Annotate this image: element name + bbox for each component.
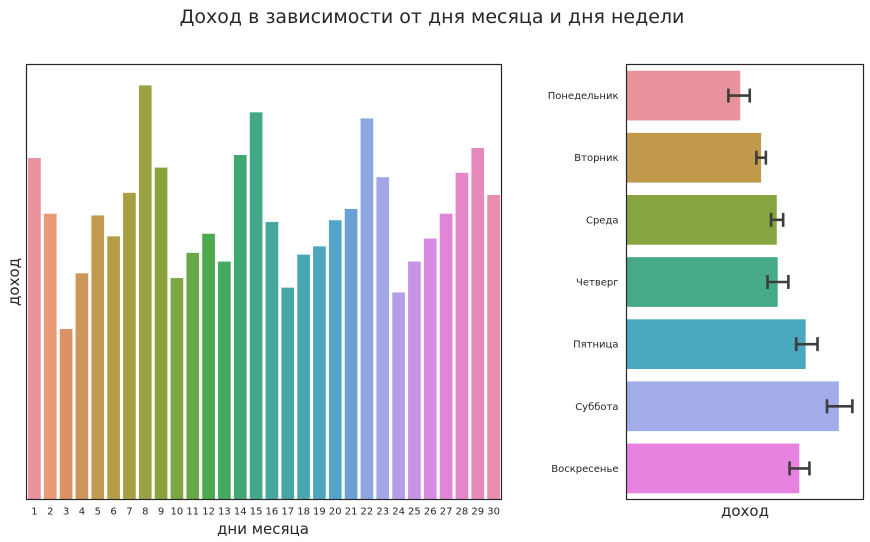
bar-day-6 (107, 236, 120, 500)
bar-day-30 (487, 195, 500, 500)
x-tick-label: 10 (171, 507, 184, 518)
bar-weekday-4 (626, 257, 778, 307)
x-tick-label: 1 (31, 507, 37, 518)
x-tick-label: 17 (281, 507, 294, 518)
x-tick-label: 6 (110, 507, 116, 518)
bar-day-4 (75, 273, 89, 500)
x-tick-label: 13 (218, 507, 231, 518)
x-tick-label: 22 (361, 507, 374, 518)
right-axes-frame (625, 63, 865, 501)
bar-day-2 (43, 213, 57, 500)
x-tick-label: 16 (266, 507, 279, 518)
x-tick-label: 28 (456, 507, 469, 518)
y-tick-label: Четверг (576, 278, 618, 289)
x-tick-label: 15 (250, 507, 263, 518)
x-tick-label: 26 (424, 507, 437, 518)
bar-day-25 (408, 261, 421, 500)
x-tick-label: 27 (440, 507, 453, 518)
bar-day-11 (186, 252, 200, 500)
left-x-axis-label: дни месяца (217, 520, 309, 538)
bar-day-28 (455, 172, 469, 500)
bar-day-3 (59, 328, 73, 500)
figure-title: Доход в зависимости от дня месяца и дня … (180, 6, 685, 28)
bar-day-21 (344, 208, 358, 500)
left-y-axis-label: доход (5, 258, 23, 306)
x-tick-label: 4 (79, 507, 85, 518)
x-tick-label: 5 (95, 507, 101, 518)
x-tick-label: 30 (487, 507, 500, 518)
bar-day-22 (360, 118, 374, 500)
bar-day-23 (376, 177, 390, 500)
bar-weekday-1 (626, 70, 741, 121)
bar-day-15 (249, 112, 263, 500)
bar-weekday-5 (626, 319, 806, 369)
y-tick-label: Понедельник (548, 91, 619, 102)
y-tick-label: Пятница (573, 340, 618, 351)
bar-day-17 (281, 287, 295, 500)
bar-day-7 (123, 192, 136, 500)
bar-weekday-3 (626, 195, 777, 245)
y-tick-label: Среда (586, 215, 619, 226)
x-tick-label: 24 (392, 507, 405, 518)
day-of-week-chart: Понедельник Вторник Среда Четверг Пятница Суб… (548, 63, 865, 520)
error-bar (755, 150, 768, 165)
bar-weekday-6 (626, 381, 839, 432)
error-bar (788, 461, 811, 476)
x-tick-label: 19 (313, 507, 326, 518)
x-tick-label: 29 (471, 507, 484, 518)
bar-day-29 (471, 148, 485, 500)
bar-day-1 (28, 158, 41, 500)
day-of-month-chart: 1 2 3 4 5 6 7 8 9 10 11 12 13 14 15 16 17 18 19 20 21 22 23 24 2… (5, 63, 503, 538)
x-tick-label: 3 (63, 507, 69, 518)
x-tick-label: 14 (234, 507, 247, 518)
x-tick-label: 20 (329, 507, 342, 518)
y-tick-label: Вторник (574, 153, 618, 164)
bar-day-14 (233, 154, 247, 500)
error-bar (825, 399, 854, 414)
x-tick-label: 9 (158, 507, 164, 518)
bar-day-18 (297, 254, 310, 500)
bar-day-5 (91, 215, 105, 500)
x-tick-label: 11 (186, 507, 199, 518)
x-tick-label: 21 (345, 507, 358, 518)
x-tick-label: 8 (142, 507, 148, 518)
bar-weekday-2 (626, 132, 762, 183)
bar-day-16 (265, 221, 279, 500)
x-tick-label: 2 (47, 507, 53, 518)
bar-day-26 (423, 238, 437, 500)
bar-day-8 (138, 85, 152, 500)
bar-day-10 (170, 278, 184, 500)
error-bar (727, 88, 752, 103)
x-tick-label: 7 (126, 507, 132, 518)
bar-day-12 (202, 233, 215, 500)
bar-day-20 (328, 220, 342, 500)
error-bar (766, 275, 790, 289)
y-tick-label: Суббота (575, 402, 618, 413)
bar-day-24 (392, 292, 405, 500)
error-bar (769, 212, 785, 227)
left-axes-frame (25, 63, 503, 501)
bar-day-19 (313, 246, 326, 500)
bar-day-9 (154, 167, 168, 500)
bar-weekday-7 (626, 443, 800, 494)
y-tick-label: Воскресенье (551, 464, 618, 475)
error-bar (794, 337, 819, 352)
x-tick-label: 18 (297, 507, 310, 518)
right-x-axis-label: доход (721, 502, 769, 520)
x-tick-label: 12 (202, 507, 215, 518)
x-tick-label: 25 (408, 507, 421, 518)
x-tick-label: 23 (376, 507, 389, 518)
bar-day-27 (439, 213, 453, 500)
bar-day-13 (218, 261, 231, 500)
